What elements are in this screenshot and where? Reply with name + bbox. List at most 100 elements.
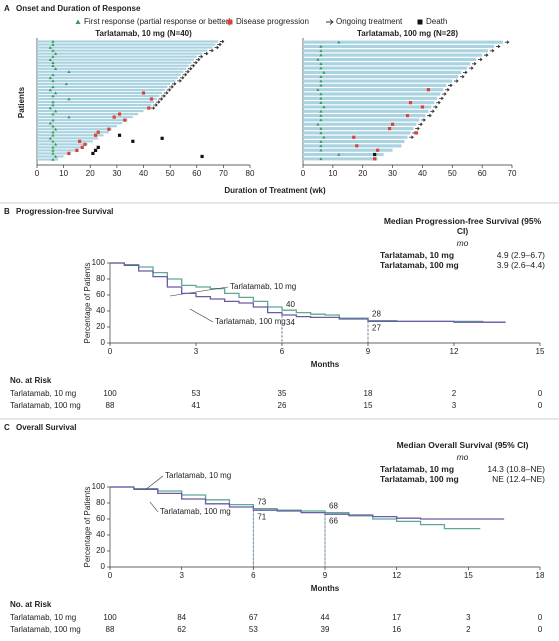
first-response	[48, 106, 52, 110]
first-response	[51, 73, 55, 77]
death	[93, 148, 98, 153]
x-tick-label: 20	[86, 169, 95, 178]
first-response	[67, 97, 71, 101]
ongoing-arrow	[436, 100, 441, 105]
bar	[303, 92, 441, 96]
x-tick-label: 0	[108, 347, 113, 356]
bar	[37, 100, 155, 104]
bar	[303, 70, 462, 74]
progression	[352, 135, 356, 139]
ongoing-arrow	[177, 79, 182, 83]
first-response	[337, 152, 341, 156]
x-tick-label: 10	[59, 169, 68, 178]
ongoing-arrow	[495, 44, 501, 49]
median-row: Tarlatamab, 100 mg 3.9 (2.6–4.4)	[380, 260, 545, 270]
label-leader	[189, 308, 214, 323]
x-tick-label: 20	[358, 169, 367, 178]
median-name: Tarlatamab, 100 mg	[380, 474, 459, 484]
bar	[37, 58, 195, 61]
bar	[303, 57, 477, 62]
median-name: Tarlatamab, 10 mg	[380, 250, 455, 260]
first-response	[54, 127, 58, 131]
progression	[80, 145, 84, 149]
x-tick-label: 40	[139, 169, 148, 178]
first-response	[51, 39, 55, 43]
bar	[37, 94, 160, 98]
first-response	[319, 157, 323, 161]
progression	[93, 133, 98, 137]
first-response	[319, 44, 323, 48]
ongoing-arrow	[418, 122, 423, 127]
median-value: 3.9 (2.6–4.4)	[496, 260, 545, 270]
ongoing-arrow	[471, 62, 477, 66]
ongoing-arrow	[171, 82, 177, 86]
progression	[426, 88, 430, 92]
ongoing-arrow	[454, 79, 459, 83]
bar	[303, 62, 471, 66]
x-tick-label: 0	[301, 169, 306, 178]
first-response	[319, 114, 323, 117]
progression	[355, 144, 359, 148]
first-response	[316, 122, 320, 126]
first-response	[51, 118, 55, 122]
ongoing-arrow	[198, 54, 204, 59]
bar	[303, 152, 384, 157]
ongoing-arrow	[430, 109, 435, 114]
first-response	[54, 142, 58, 146]
risk-title: No. at Risk	[10, 376, 52, 385]
y-tick-label: 100	[92, 482, 106, 491]
first-response	[54, 91, 58, 95]
curve-label: Tarlatamab, 100 mg	[215, 317, 286, 326]
bar	[303, 44, 495, 49]
bar	[37, 137, 99, 140]
panel-letter: A	[4, 4, 10, 13]
first-response	[48, 136, 52, 140]
x-tick-label: 9	[366, 347, 371, 356]
progression	[107, 127, 111, 131]
ongoing-arrow	[169, 85, 174, 89]
bar	[37, 119, 128, 122]
first-response	[322, 70, 326, 74]
risk-count: 16	[392, 625, 401, 634]
label-leader	[169, 286, 229, 297]
median-title: Median Overall Survival (95% CI)	[396, 440, 529, 450]
bar	[37, 46, 213, 49]
bar	[303, 96, 438, 100]
progression	[112, 115, 116, 119]
first-response	[51, 133, 55, 137]
ongoing-arrow	[442, 92, 447, 96]
x-tick-label: 12	[392, 571, 401, 580]
bar	[37, 67, 187, 70]
bar	[37, 43, 216, 46]
bar	[37, 113, 139, 116]
bar	[37, 64, 189, 67]
ongoing-arrow	[161, 94, 166, 98]
progression	[96, 130, 100, 134]
bar	[303, 157, 378, 161]
risk-row-label: Tarlatamab, 100 mg	[10, 401, 81, 410]
x-tick-label: 15	[464, 571, 473, 580]
bar	[37, 134, 104, 137]
first-response	[51, 79, 55, 83]
y-tick-label: 20	[96, 546, 105, 555]
x-tick-label: 0	[108, 571, 113, 580]
legend-label: First response (partial response or bett…	[84, 17, 232, 26]
annotation-label: 71	[257, 512, 266, 521]
first-response	[319, 92, 323, 96]
panel-title: Onset and Duration of Response	[16, 4, 141, 13]
risk-count: 3	[452, 401, 457, 410]
median-table: Median Overall Survival (95% CI) mo Tarlat…	[380, 440, 545, 484]
bar	[37, 103, 152, 107]
progression	[390, 122, 395, 126]
bar	[37, 122, 123, 125]
ongoing-arrow	[468, 66, 474, 70]
bar	[37, 155, 64, 158]
first-response	[319, 144, 323, 148]
bar	[37, 106, 149, 110]
ongoing-arrow	[489, 49, 495, 53]
bar	[37, 143, 88, 146]
ongoing-arrow	[409, 135, 414, 139]
risk-count: 100	[103, 389, 117, 398]
x-tick-label: 6	[251, 571, 256, 580]
